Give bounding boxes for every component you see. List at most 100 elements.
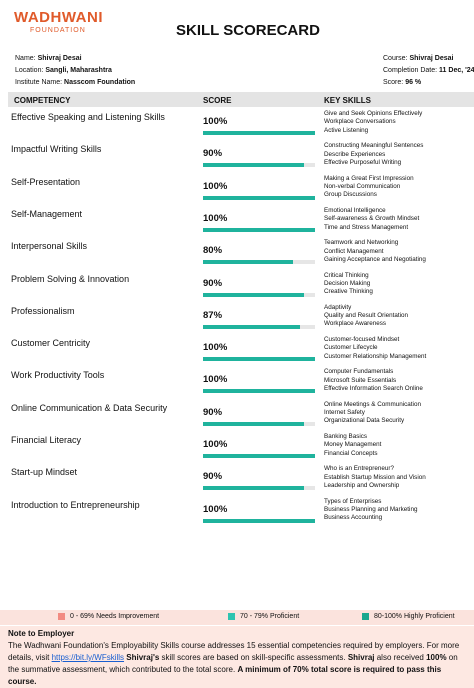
score-label: 80% <box>203 245 223 257</box>
key-skill: Leadership and Ownership <box>324 481 400 489</box>
key-skill: Emotional Intelligence <box>324 206 386 214</box>
score-label: 100% <box>203 439 228 450</box>
title: SKILL SCORECARD <box>176 22 320 39</box>
score-bar <box>203 227 315 232</box>
competency: Start-up Mindset <box>11 467 78 478</box>
legend-label: Highly Proficient <box>403 613 455 620</box>
info-line: Score: 96 % <box>383 77 421 88</box>
column-header: KEY SKILLS <box>324 96 371 105</box>
key-skill: Online Meetings & Communication <box>324 400 421 408</box>
info-line: Completion Date: 11 Dec, '24 <box>383 65 474 76</box>
key-skill: Describe Experiences <box>324 150 386 158</box>
legend-swatch <box>58 613 65 620</box>
legend-band <box>0 610 474 625</box>
competency: Self-Management <box>11 208 83 219</box>
note-box <box>0 626 474 688</box>
key-skill: Critical Thinking <box>324 271 369 279</box>
info-label: Score: <box>383 79 404 86</box>
note-title: Note to Employer <box>8 629 75 638</box>
info-line: Name: Shivraj Desai <box>15 53 82 64</box>
score-label: 90% <box>203 406 223 418</box>
key-skill: Adaptivity <box>324 303 352 311</box>
score-bar <box>203 389 315 394</box>
logo-sub: FOUNDATION <box>30 27 86 34</box>
key-skill: Banking Basics <box>324 433 368 440</box>
column-header: COMPETENCY <box>14 96 71 105</box>
competency: Effective Speaking and Listening Skills <box>11 112 165 122</box>
score-label: 100% <box>203 212 228 224</box>
legend-label: Needs Improvement <box>96 613 160 620</box>
legend-item: 80-100% Highly Proficient <box>374 613 455 620</box>
competency: Impactful Writing Skills <box>11 144 102 155</box>
key-skill: Business Accounting <box>324 514 383 522</box>
key-skill: Internet Safety <box>324 409 365 416</box>
key-skill: Money Management <box>324 441 382 449</box>
key-skill: Quality and Result Orientation <box>324 312 409 320</box>
score-bar <box>203 486 304 491</box>
note-segment: A minimum of 70% total score is required… <box>8 665 442 686</box>
key-skill: Types of Enterprises <box>324 497 382 505</box>
key-skill: Give and Seek Opinions Effectively <box>324 110 423 117</box>
key-skill: Time and Stress Management <box>324 223 409 231</box>
competency: Customer Centricity <box>11 338 91 349</box>
note-segment: skill scores are based on skill-specific… <box>159 653 348 662</box>
note-segment: The Wadhwani Foundation's Employability … <box>8 641 460 662</box>
score-label: 100% <box>203 180 228 192</box>
competency: Interpersonal Skills <box>11 241 88 252</box>
key-skill: Business Planning and Marketing <box>324 505 418 513</box>
info-label: Completion Date: <box>383 67 438 74</box>
key-skill: Gaining Acceptance and Negotiating <box>324 255 426 263</box>
legend-range: 70 - 79% <box>240 613 269 620</box>
score-label: 100% <box>203 374 228 386</box>
info-value: Shivraj Desai <box>409 55 454 62</box>
score-bar <box>203 324 301 329</box>
key-skill: Creative Thinking <box>324 288 373 296</box>
score-bar <box>203 454 315 458</box>
score-bar <box>203 357 315 362</box>
key-skill: Financial Concepts <box>324 449 378 457</box>
key-skill: Group Discussions <box>324 191 377 199</box>
score-bar <box>203 131 315 135</box>
logo-name: WADHWANI <box>14 9 103 26</box>
key-skill: Conflict Management <box>324 247 384 255</box>
note-text: The Wadhwani Foundation's Employability … <box>8 640 466 688</box>
key-skill: Effective Purposeful Writing <box>324 158 402 166</box>
legend-item: 70 - 79% Proficient <box>240 613 299 620</box>
key-skill: Who is an Entrepreneur? <box>324 465 395 473</box>
key-skill: Computer Fundamentals <box>324 368 394 376</box>
competency: Professionalism <box>11 305 75 316</box>
score-label: 90% <box>203 471 223 483</box>
info-label: Course: <box>383 55 408 62</box>
competency: Financial Literacy <box>11 435 82 445</box>
info-value: Sangli, Maharashtra <box>45 67 112 74</box>
score-label: 87% <box>203 309 223 321</box>
key-skill: Effective Information Search Online <box>324 385 423 392</box>
key-skill: Microsoft Suite Essentials <box>324 376 397 384</box>
key-skill: Establish Startup Mission and Vision <box>324 473 426 481</box>
score-label: 100% <box>203 503 228 515</box>
score-label: 100% <box>203 342 228 354</box>
info-label: Location: <box>15 67 44 74</box>
score-bar <box>203 260 293 265</box>
score-label: 90% <box>203 277 223 289</box>
key-skill: Customer-focused Mindset <box>324 336 400 344</box>
competency: Self-Presentation <box>11 176 81 187</box>
note-segment[interactable]: https://bit.ly/WFskills <box>51 653 125 662</box>
score-bar <box>203 518 315 523</box>
legend-range: 0 - 69% <box>70 613 95 620</box>
key-skill: Customer Relationship Management <box>324 352 427 360</box>
key-skill: Customer Lifecycle <box>324 344 378 352</box>
info-value: 11 Dec, '24 <box>439 67 474 74</box>
note-segment: also received <box>374 653 427 662</box>
score-bar <box>203 421 304 426</box>
key-skill: Active Listening <box>324 126 369 134</box>
legend-item: 0 - 69% Needs Improvement <box>70 613 159 620</box>
column-header: SCORE <box>203 96 232 105</box>
score-label: 100% <box>203 116 228 127</box>
legend-swatch <box>362 613 369 620</box>
key-skill: Self-awareness & Growth Mindset <box>324 215 420 223</box>
note-segment: Shivraj <box>347 653 375 662</box>
legend-range: 80-100% <box>374 613 403 620</box>
competency: Online Communication & Data Security <box>11 402 168 413</box>
